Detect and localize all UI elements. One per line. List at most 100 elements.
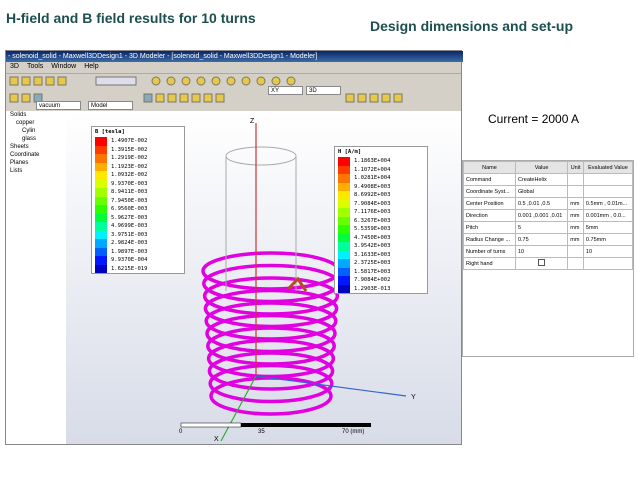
legend-swatch (95, 230, 107, 239)
table-cell (567, 257, 584, 270)
legend-row: 2.3725E+003 (335, 259, 427, 268)
legend-swatch (338, 267, 350, 276)
table-cell: 0.5 ,0.01 ,0.5 (514, 197, 569, 210)
table-cell: 0.5mm , 0.01m... (582, 197, 634, 210)
table-cell: mm (567, 209, 584, 222)
scale-label: 70 (mm) (342, 429, 365, 435)
table-cell: Pitch (463, 221, 516, 234)
legend-swatch (338, 191, 350, 200)
legend-row: 1.3915E-002 (92, 145, 184, 154)
menu-item[interactable]: Tools (26, 63, 44, 70)
legend-swatch (338, 174, 350, 183)
header-cell: Name (463, 161, 516, 174)
table-cell: 0.001 ,0.001 ,0.01 (514, 209, 569, 222)
legend-swatch (338, 199, 350, 208)
table-cell: Coordinate Syst... (463, 185, 516, 198)
tree-item[interactable]: Coordinate (10, 152, 40, 158)
model-tree: Solids copper Cylin glass Sheets Coordinate Pl… (6, 111, 67, 444)
legend-swatch (95, 162, 107, 171)
table-cell: Global (514, 185, 569, 198)
material-dropdown[interactable]: vacuum (36, 101, 81, 110)
table-row: Center Position 0.5 ,0.01 ,0.5 mm 0.5mm , 0… (463, 197, 634, 210)
legend-row: 7.1176E+003 (335, 208, 427, 217)
table-row: Coordinate Syst... Global (463, 185, 634, 198)
table-cell (567, 173, 584, 186)
tree-item[interactable]: glass (22, 136, 37, 142)
legend-value: 6.9560E-003 (111, 206, 148, 213)
legend-value: 1.1863E+004 (354, 158, 391, 165)
legend-row: 1.0281E+004 (335, 174, 427, 183)
table-cell: Command (463, 173, 516, 186)
model-dropdown[interactable]: Model (88, 101, 133, 110)
table-cell: mm (567, 197, 584, 210)
legend-row: 1.4907E-002 (92, 137, 184, 146)
legend-row: 7.9084E+002 (335, 276, 427, 285)
legend-value: 1.0932E-002 (111, 172, 148, 179)
table-cell: Direction (463, 209, 516, 222)
legend-row: 7.9450E-003 (92, 196, 184, 205)
header-cell: Unit (567, 161, 584, 174)
axis-label: Z (250, 118, 255, 125)
legend-row: 2.9824E-003 (92, 239, 184, 248)
menu-item[interactable]: Help (84, 63, 99, 70)
table-cell: CreateHelix (514, 173, 569, 186)
tree-item[interactable]: Lists (10, 168, 23, 174)
table-cell (514, 257, 569, 270)
legend-value: 1.2903E-013 (354, 285, 391, 292)
legend-title: H [A/m] (338, 149, 362, 155)
legend-row: 9.9370E-003 (92, 179, 184, 188)
legend-value: 3.1633E+003 (354, 251, 391, 258)
h-field-legend: H [A/m] 1.1863E+004 1.1072E+004 1.0281E+004… (334, 146, 428, 294)
menu-item[interactable]: Window (51, 63, 77, 70)
legend-swatch (95, 154, 107, 163)
tree-item[interactable]: Planes (10, 160, 29, 166)
legend-value: 5.5359E+003 (354, 226, 391, 233)
legend-row: 9.4908E+003 (335, 182, 427, 191)
plane-dropdown[interactable]: XY (268, 86, 303, 95)
table-cell (582, 185, 634, 198)
helix-turn (207, 351, 335, 391)
legend-value: 7.9084E+003 (354, 200, 391, 207)
checkbox[interactable] (537, 259, 545, 266)
tree-item[interactable]: Solids (10, 112, 27, 118)
header-cell: Evaluated Value (582, 161, 634, 174)
legend-row: 3.9542E+003 (335, 242, 427, 251)
table-cell: 10 (514, 245, 569, 258)
legend-value: 9.9370E-004 (111, 257, 148, 264)
legend-value: 3.9751E-003 (111, 231, 148, 238)
legend-swatch (95, 145, 107, 154)
helix (201, 251, 341, 416)
legend-swatch (95, 188, 107, 197)
tree-item[interactable]: Sheets (10, 144, 29, 150)
table-cell: 5 (514, 221, 569, 234)
legend-value: 6.3267E+003 (354, 217, 391, 224)
legend-value: 2.3725E+003 (354, 260, 391, 267)
legend-value: 1.2919E-002 (111, 155, 148, 162)
legend-row: 1.1863E+004 (335, 157, 427, 166)
legend-row: 6.3267E+003 (335, 216, 427, 225)
legend-row: 5.9627E-003 (92, 213, 184, 222)
legend-swatch (338, 242, 350, 251)
properties-panel: Name Value Unit Evaluated Value Command Creat… (462, 160, 634, 357)
legend-swatch (338, 276, 350, 285)
legend-value: 7.9450E-003 (111, 197, 148, 204)
view-dropdown[interactable]: 3D (306, 86, 341, 95)
tree-item[interactable]: Cylin (22, 128, 36, 134)
legend-row: 4.9699E-003 (92, 222, 184, 231)
legend-row: 6.9560E-003 (92, 205, 184, 214)
slide-title: H-field and B field results for 10 turns (6, 10, 256, 26)
legend-row: 1.1072E+004 (335, 165, 427, 174)
legend-row: 1.6215E-019 (92, 264, 184, 273)
table-cell: 5mm (582, 221, 634, 234)
axes (220, 123, 407, 442)
legend-swatch (95, 222, 107, 231)
tree-item[interactable]: copper (16, 120, 35, 126)
legend-value: 4.9699E-003 (111, 223, 148, 230)
legend-swatch (338, 284, 350, 293)
axis-label: Y (411, 394, 416, 401)
menu-item[interactable]: 3D (10, 63, 19, 70)
legend-row: 3.9751E-003 (92, 230, 184, 239)
table-cell: mm (567, 233, 584, 246)
toolbar-icons (9, 76, 403, 103)
legend-swatch (338, 165, 350, 174)
